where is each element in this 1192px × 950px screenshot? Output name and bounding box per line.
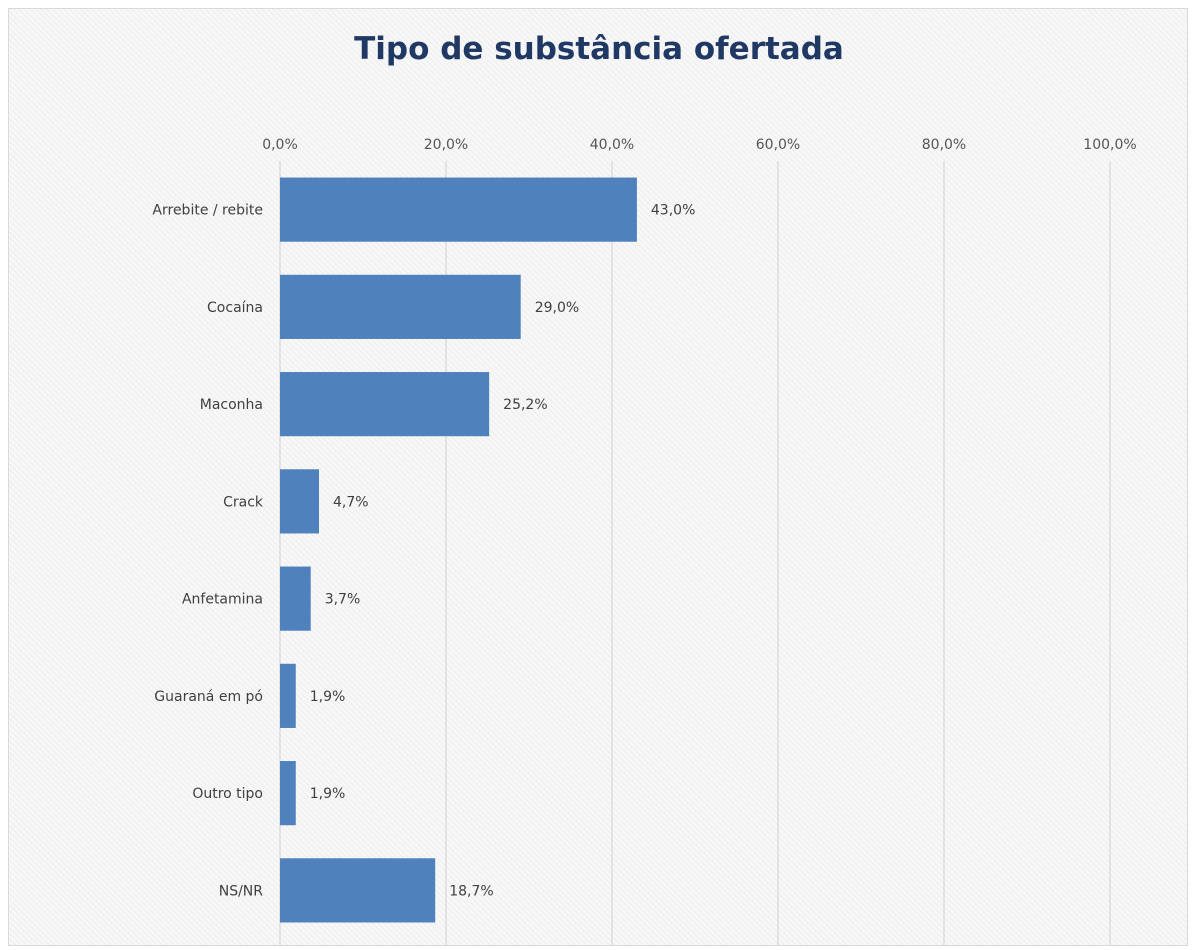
category-label: Maconha bbox=[200, 397, 263, 413]
x-tick-label: 100,0% bbox=[1083, 137, 1136, 153]
x-tick-label: 80,0% bbox=[922, 137, 966, 153]
x-axis-ticks: 0,0% 20,0% 40,0% 60,0% 80,0% 100,0% bbox=[262, 137, 1136, 153]
data-label: 1,9% bbox=[310, 689, 346, 705]
category-labels: Arrebite / rebite Cocaína Maconha Crack Anfe… bbox=[152, 203, 263, 900]
bar bbox=[280, 663, 296, 728]
x-tick-label: 20,0% bbox=[424, 137, 468, 153]
category-label: Outro tipo bbox=[192, 786, 263, 802]
data-label: 3,7% bbox=[325, 592, 361, 608]
bar bbox=[280, 761, 296, 826]
bars bbox=[280, 177, 637, 923]
x-tick-label: 40,0% bbox=[590, 137, 634, 153]
bar bbox=[280, 177, 637, 242]
bar bbox=[280, 858, 436, 923]
category-label: Guaraná em pó bbox=[154, 689, 263, 705]
bar bbox=[280, 274, 521, 339]
chart-frame: Tipo de substância ofertada 0,0% 20,0% 40,… bbox=[8, 8, 1188, 946]
data-label: 29,0% bbox=[535, 300, 579, 316]
data-label: 25,2% bbox=[503, 397, 547, 413]
category-label: Anfetamina bbox=[182, 592, 263, 608]
data-label: 4,7% bbox=[333, 494, 369, 510]
bar bbox=[280, 469, 320, 534]
category-label: NS/NR bbox=[219, 883, 264, 899]
category-label: Arrebite / rebite bbox=[152, 203, 263, 219]
data-label: 1,9% bbox=[310, 786, 346, 802]
bar bbox=[280, 372, 490, 437]
x-tick-label: 0,0% bbox=[262, 137, 298, 153]
data-label: 43,0% bbox=[651, 203, 695, 219]
chart-title: Tipo de substância ofertada bbox=[354, 31, 844, 67]
bar bbox=[280, 566, 311, 631]
category-label: Cocaína bbox=[207, 300, 263, 316]
bar-chart: 0,0% 20,0% 40,0% 60,0% 80,0% 100,0% Arrebite … bbox=[152, 137, 1137, 945]
data-labels: 43,0% 29,0% 25,2% 4,7% 3,7% 1,9% 1,9% 18,7% bbox=[310, 203, 696, 900]
category-label: Crack bbox=[223, 494, 264, 510]
x-tick-label: 60,0% bbox=[756, 137, 800, 153]
data-label: 18,7% bbox=[449, 883, 493, 899]
